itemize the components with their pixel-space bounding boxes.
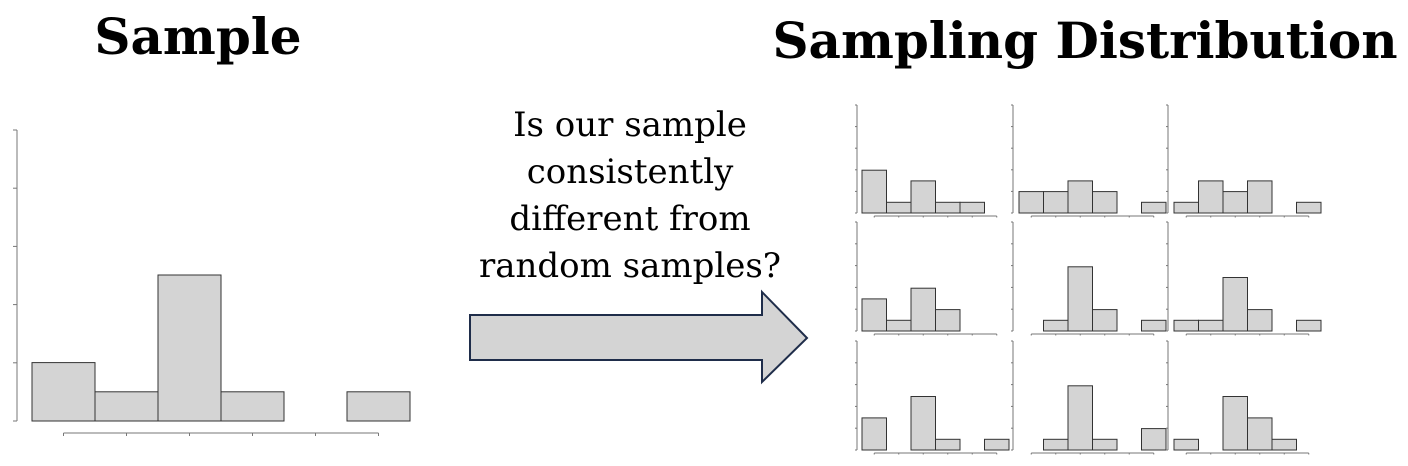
histogram-bar xyxy=(1296,201,1322,214)
histogram-bar xyxy=(1018,191,1044,214)
histogram-bar xyxy=(984,438,1010,451)
histogram-bar xyxy=(1173,201,1199,214)
arrow xyxy=(469,289,809,385)
histogram-bar xyxy=(157,274,222,422)
histogram-bar xyxy=(1222,277,1248,332)
histogram-bar xyxy=(1296,319,1322,332)
histogram-bar xyxy=(1067,266,1093,332)
histogram-bar xyxy=(1043,438,1069,451)
histogram-bar xyxy=(910,180,936,214)
histogram-bar xyxy=(1198,319,1224,332)
histogram-bar xyxy=(935,438,961,451)
histogram-bar xyxy=(1198,180,1224,214)
histogram-bar xyxy=(1173,319,1199,332)
histogram-bar xyxy=(935,309,961,332)
histogram-bar xyxy=(1141,319,1167,332)
histogram-bar xyxy=(861,417,887,451)
question-line: consistently xyxy=(527,152,734,192)
histogram-bar xyxy=(31,362,96,422)
histogram-bar xyxy=(1092,191,1118,214)
histogram-bar xyxy=(1043,191,1069,214)
histogram-bar xyxy=(346,391,411,422)
histogram-bar xyxy=(861,298,887,332)
right-title: Sampling Distribution xyxy=(772,11,1397,70)
question-line: random samples? xyxy=(479,246,781,286)
histogram-bar xyxy=(1141,428,1167,451)
histogram-bar xyxy=(1222,191,1248,214)
histogram-bar xyxy=(1067,180,1093,214)
histogram-bar xyxy=(910,287,936,332)
histogram-bar xyxy=(1043,319,1069,332)
left-title: Sample xyxy=(94,7,301,66)
histogram-bar xyxy=(94,391,159,422)
histogram-bar xyxy=(1247,309,1273,332)
histogram-bar xyxy=(220,391,285,422)
histogram-bar xyxy=(1092,438,1118,451)
histogram-bar xyxy=(1067,385,1093,451)
histogram-bar xyxy=(1247,417,1273,451)
histogram-bar xyxy=(861,169,887,214)
histogram-bar xyxy=(886,319,912,332)
histogram-bar xyxy=(959,201,985,214)
histogram-bar xyxy=(886,201,912,214)
histogram-bar xyxy=(1247,180,1273,214)
question-line: Is our sample xyxy=(513,105,747,145)
histogram-bar xyxy=(1222,396,1248,451)
histogram-bar xyxy=(1092,309,1118,332)
histogram-bar xyxy=(1271,438,1297,451)
histogram-bar xyxy=(1141,201,1167,214)
histogram-bar xyxy=(935,201,961,214)
question-line: different from xyxy=(509,199,750,239)
histogram-bar xyxy=(1173,438,1199,451)
histogram-bar xyxy=(910,396,936,451)
